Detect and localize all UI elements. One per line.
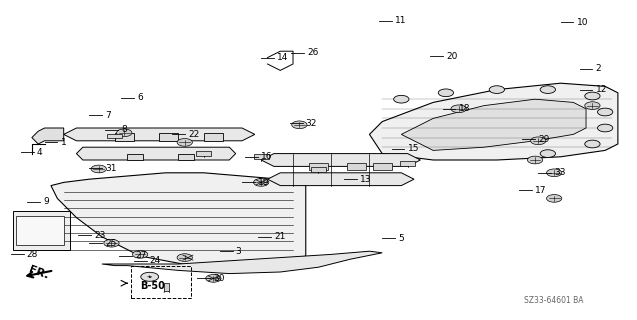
- Circle shape: [585, 102, 600, 109]
- Bar: [127, 154, 143, 160]
- Text: 19: 19: [258, 178, 269, 187]
- Circle shape: [598, 124, 613, 132]
- Circle shape: [104, 239, 119, 247]
- Circle shape: [585, 140, 600, 148]
- Polygon shape: [369, 83, 618, 160]
- Bar: [347, 163, 366, 170]
- Text: 5: 5: [398, 234, 404, 243]
- Circle shape: [547, 195, 562, 202]
- Circle shape: [394, 95, 409, 103]
- Text: 24: 24: [150, 256, 161, 265]
- Text: 14: 14: [277, 53, 289, 62]
- Text: 32: 32: [306, 119, 317, 128]
- Circle shape: [141, 272, 159, 281]
- Text: 10: 10: [576, 18, 588, 27]
- Text: 9: 9: [43, 197, 49, 206]
- Bar: [131, 266, 191, 298]
- Text: B-50: B-50: [140, 281, 165, 292]
- Bar: [16, 216, 64, 245]
- Circle shape: [489, 86, 505, 93]
- Text: 23: 23: [94, 231, 106, 240]
- Circle shape: [117, 129, 132, 137]
- Text: 3: 3: [236, 247, 241, 256]
- Text: 29: 29: [538, 135, 550, 144]
- Circle shape: [206, 275, 221, 282]
- Text: 18: 18: [459, 104, 470, 113]
- Polygon shape: [32, 128, 64, 144]
- Bar: [373, 163, 392, 170]
- Circle shape: [292, 121, 307, 129]
- Circle shape: [527, 156, 543, 164]
- Text: 8: 8: [121, 125, 127, 134]
- Bar: [159, 133, 178, 141]
- Circle shape: [132, 251, 148, 258]
- Bar: [107, 134, 122, 138]
- Text: 30: 30: [213, 274, 225, 283]
- Polygon shape: [261, 154, 420, 166]
- Circle shape: [438, 89, 454, 97]
- Polygon shape: [102, 251, 382, 274]
- Text: 26: 26: [307, 48, 318, 57]
- Text: 12: 12: [596, 85, 607, 94]
- Bar: [196, 151, 211, 156]
- Text: 21: 21: [274, 232, 285, 241]
- Text: 11: 11: [395, 16, 406, 25]
- Polygon shape: [76, 147, 236, 160]
- Circle shape: [598, 108, 613, 116]
- Bar: [254, 155, 269, 159]
- Bar: [13, 211, 70, 250]
- Text: 6: 6: [137, 93, 143, 102]
- Text: 20: 20: [446, 52, 457, 60]
- Text: 27: 27: [135, 252, 147, 260]
- Polygon shape: [164, 283, 169, 291]
- Text: 17: 17: [535, 186, 547, 195]
- Circle shape: [531, 137, 546, 145]
- Text: 25: 25: [105, 239, 117, 248]
- Polygon shape: [64, 128, 255, 141]
- Text: 2: 2: [596, 64, 601, 73]
- Circle shape: [547, 169, 562, 177]
- Bar: [309, 163, 328, 170]
- Bar: [178, 154, 194, 160]
- Text: 33: 33: [554, 168, 566, 177]
- Circle shape: [254, 179, 269, 186]
- Bar: [400, 161, 415, 165]
- Bar: [204, 133, 223, 141]
- Polygon shape: [268, 173, 414, 186]
- Polygon shape: [51, 173, 306, 269]
- Circle shape: [540, 86, 555, 93]
- Text: 22: 22: [188, 130, 199, 139]
- Circle shape: [177, 139, 192, 146]
- Circle shape: [177, 254, 192, 261]
- Text: 7: 7: [105, 111, 111, 120]
- Text: 4: 4: [37, 148, 43, 156]
- Circle shape: [451, 105, 466, 113]
- Circle shape: [585, 92, 600, 100]
- Text: 13: 13: [360, 175, 371, 184]
- Polygon shape: [401, 99, 586, 150]
- Text: 16: 16: [261, 152, 273, 161]
- Text: 28: 28: [27, 250, 38, 259]
- Text: 15: 15: [408, 144, 419, 153]
- Text: SZ33-64601 BA: SZ33-64601 BA: [524, 296, 584, 305]
- Text: FR.: FR.: [27, 264, 50, 281]
- Text: 31: 31: [105, 164, 117, 172]
- Bar: [115, 133, 134, 141]
- Bar: [311, 167, 326, 172]
- Circle shape: [540, 150, 555, 157]
- Circle shape: [91, 165, 106, 173]
- Text: 1: 1: [61, 138, 66, 147]
